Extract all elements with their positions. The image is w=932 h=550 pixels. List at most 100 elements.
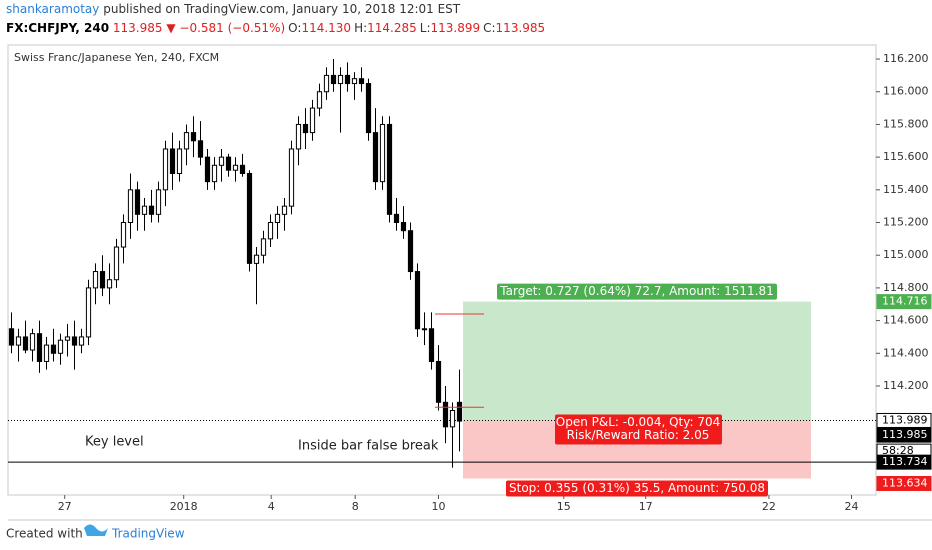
candle-body bbox=[22, 336, 29, 351]
x-tick-label: 10 bbox=[432, 500, 446, 513]
target-label-box bbox=[497, 283, 777, 300]
candle-body bbox=[323, 74, 330, 93]
candle-body bbox=[456, 401, 463, 422]
target-price: 114.716 bbox=[882, 295, 928, 308]
candle-body bbox=[120, 222, 127, 248]
candle-body bbox=[330, 74, 337, 85]
x-tick-label: 2018 bbox=[170, 500, 198, 513]
candle-body bbox=[400, 222, 407, 232]
x-tick-label: 17 bbox=[639, 500, 653, 513]
y-tick-label: 114.600 bbox=[883, 314, 929, 327]
candle-body bbox=[295, 123, 302, 150]
key-price-bg bbox=[876, 454, 932, 470]
y-tick-label: 115.600 bbox=[883, 150, 929, 163]
last-price: 113.985 bbox=[882, 428, 928, 441]
candle-body bbox=[36, 333, 43, 362]
candle-body bbox=[435, 360, 442, 403]
candle-body bbox=[253, 254, 260, 264]
candle-body bbox=[148, 205, 155, 215]
candle-body bbox=[197, 140, 204, 158]
candle-body bbox=[190, 132, 197, 142]
candle-body bbox=[246, 172, 253, 264]
target-label: Target: 0.727 (0.64%) 72.7, Amount: 1511… bbox=[499, 284, 773, 298]
candle-body bbox=[239, 164, 246, 174]
y-tick-label: 114.400 bbox=[883, 346, 929, 359]
candle-body bbox=[169, 148, 176, 174]
x-tick-label: 4 bbox=[268, 500, 275, 513]
target-price-bg bbox=[876, 294, 932, 310]
candle-body bbox=[225, 156, 232, 171]
ohlc-key: H: bbox=[354, 21, 368, 35]
ohlc-key: C: bbox=[483, 21, 496, 35]
symbol: FX:CHFJPY, 240 bbox=[6, 21, 110, 35]
chart-title: Swiss Franc/Japanese Yen, 240, FXCM bbox=[14, 51, 219, 64]
header: shankaramotay published on TradingView.c… bbox=[6, 2, 460, 16]
candle-body bbox=[57, 339, 64, 354]
stop-price-bg bbox=[876, 475, 932, 491]
footer-created: Created with bbox=[6, 527, 83, 541]
candle-body bbox=[309, 107, 316, 134]
key-price: 113.734 bbox=[882, 455, 928, 468]
candle-body bbox=[29, 333, 36, 351]
footer-brand[interactable]: TradingView bbox=[111, 527, 185, 541]
ohlc-key: O: bbox=[288, 21, 302, 35]
candle-body bbox=[302, 123, 309, 134]
candle-body bbox=[337, 74, 344, 85]
ohlc-value: 114.285 bbox=[367, 21, 417, 35]
candle-body bbox=[379, 123, 386, 183]
candle-body bbox=[43, 344, 50, 362]
y-tick-label: 116.200 bbox=[883, 52, 929, 65]
candle-body bbox=[274, 213, 281, 224]
candle-body bbox=[106, 279, 113, 289]
last-price-bg bbox=[876, 427, 932, 443]
candle-body bbox=[64, 336, 71, 341]
candle-body bbox=[50, 344, 57, 354]
x-tick-label: 15 bbox=[557, 500, 571, 513]
candle-body bbox=[113, 246, 120, 281]
candle-body bbox=[421, 328, 428, 331]
candle-body bbox=[281, 205, 288, 215]
candle-body bbox=[134, 189, 141, 215]
ohlc-key: L: bbox=[419, 21, 431, 35]
candle-body bbox=[141, 205, 148, 215]
x-tick-label: 27 bbox=[58, 500, 72, 513]
candle-body bbox=[344, 74, 351, 85]
y-tick-label: 115.200 bbox=[883, 216, 929, 229]
candle-body bbox=[267, 222, 274, 240]
candle-body bbox=[407, 230, 414, 273]
stop-label: Stop: 0.355 (0.31%) 35.5, Amount: 750.08 bbox=[509, 481, 765, 495]
x-tick-label: 22 bbox=[762, 500, 776, 513]
candle-body bbox=[372, 132, 379, 183]
ohlc-value: 113.985 bbox=[495, 21, 546, 35]
last: 113.985 bbox=[112, 21, 163, 35]
candle-body bbox=[71, 336, 78, 346]
author[interactable]: shankaramotay bbox=[6, 2, 100, 16]
y-tick-label: 115.800 bbox=[883, 117, 929, 130]
stop-price: 113.634 bbox=[882, 476, 928, 489]
candle-body bbox=[176, 148, 183, 174]
ohlc: O:114.130 H:114.285 L:113.899 C:113.985 bbox=[285, 21, 545, 35]
candle-body bbox=[15, 336, 22, 346]
ohlc-value: 113.899 bbox=[430, 21, 481, 35]
countdown: 58:28 bbox=[882, 444, 914, 457]
candle-body bbox=[85, 287, 92, 338]
candle-body bbox=[92, 271, 99, 289]
candle-body bbox=[386, 123, 393, 215]
x-tick-label: 24 bbox=[845, 500, 859, 513]
y-tick-label: 116.000 bbox=[883, 85, 929, 98]
candle-body bbox=[8, 328, 15, 346]
published: published on TradingView.com, January 10… bbox=[103, 2, 461, 16]
candle-body bbox=[288, 148, 295, 207]
candle-body bbox=[358, 78, 365, 85]
rr-label: Risk/Reward Ratio: 2.05 bbox=[567, 428, 710, 442]
plot-frame bbox=[7, 44, 877, 496]
candle-body bbox=[428, 328, 435, 362]
candle-body bbox=[449, 409, 456, 428]
arrow: ▼ bbox=[166, 21, 176, 35]
y-tick-label: 115.400 bbox=[883, 183, 929, 196]
pnl-label: Open P&L: -0.004, Qty: 704 bbox=[556, 415, 720, 429]
symbol-bar: FX:CHFJPY, 240 113.985 ▼ −0.581 (−0.51%)… bbox=[6, 21, 545, 35]
candle-body bbox=[442, 401, 449, 428]
candle-body bbox=[393, 213, 400, 224]
